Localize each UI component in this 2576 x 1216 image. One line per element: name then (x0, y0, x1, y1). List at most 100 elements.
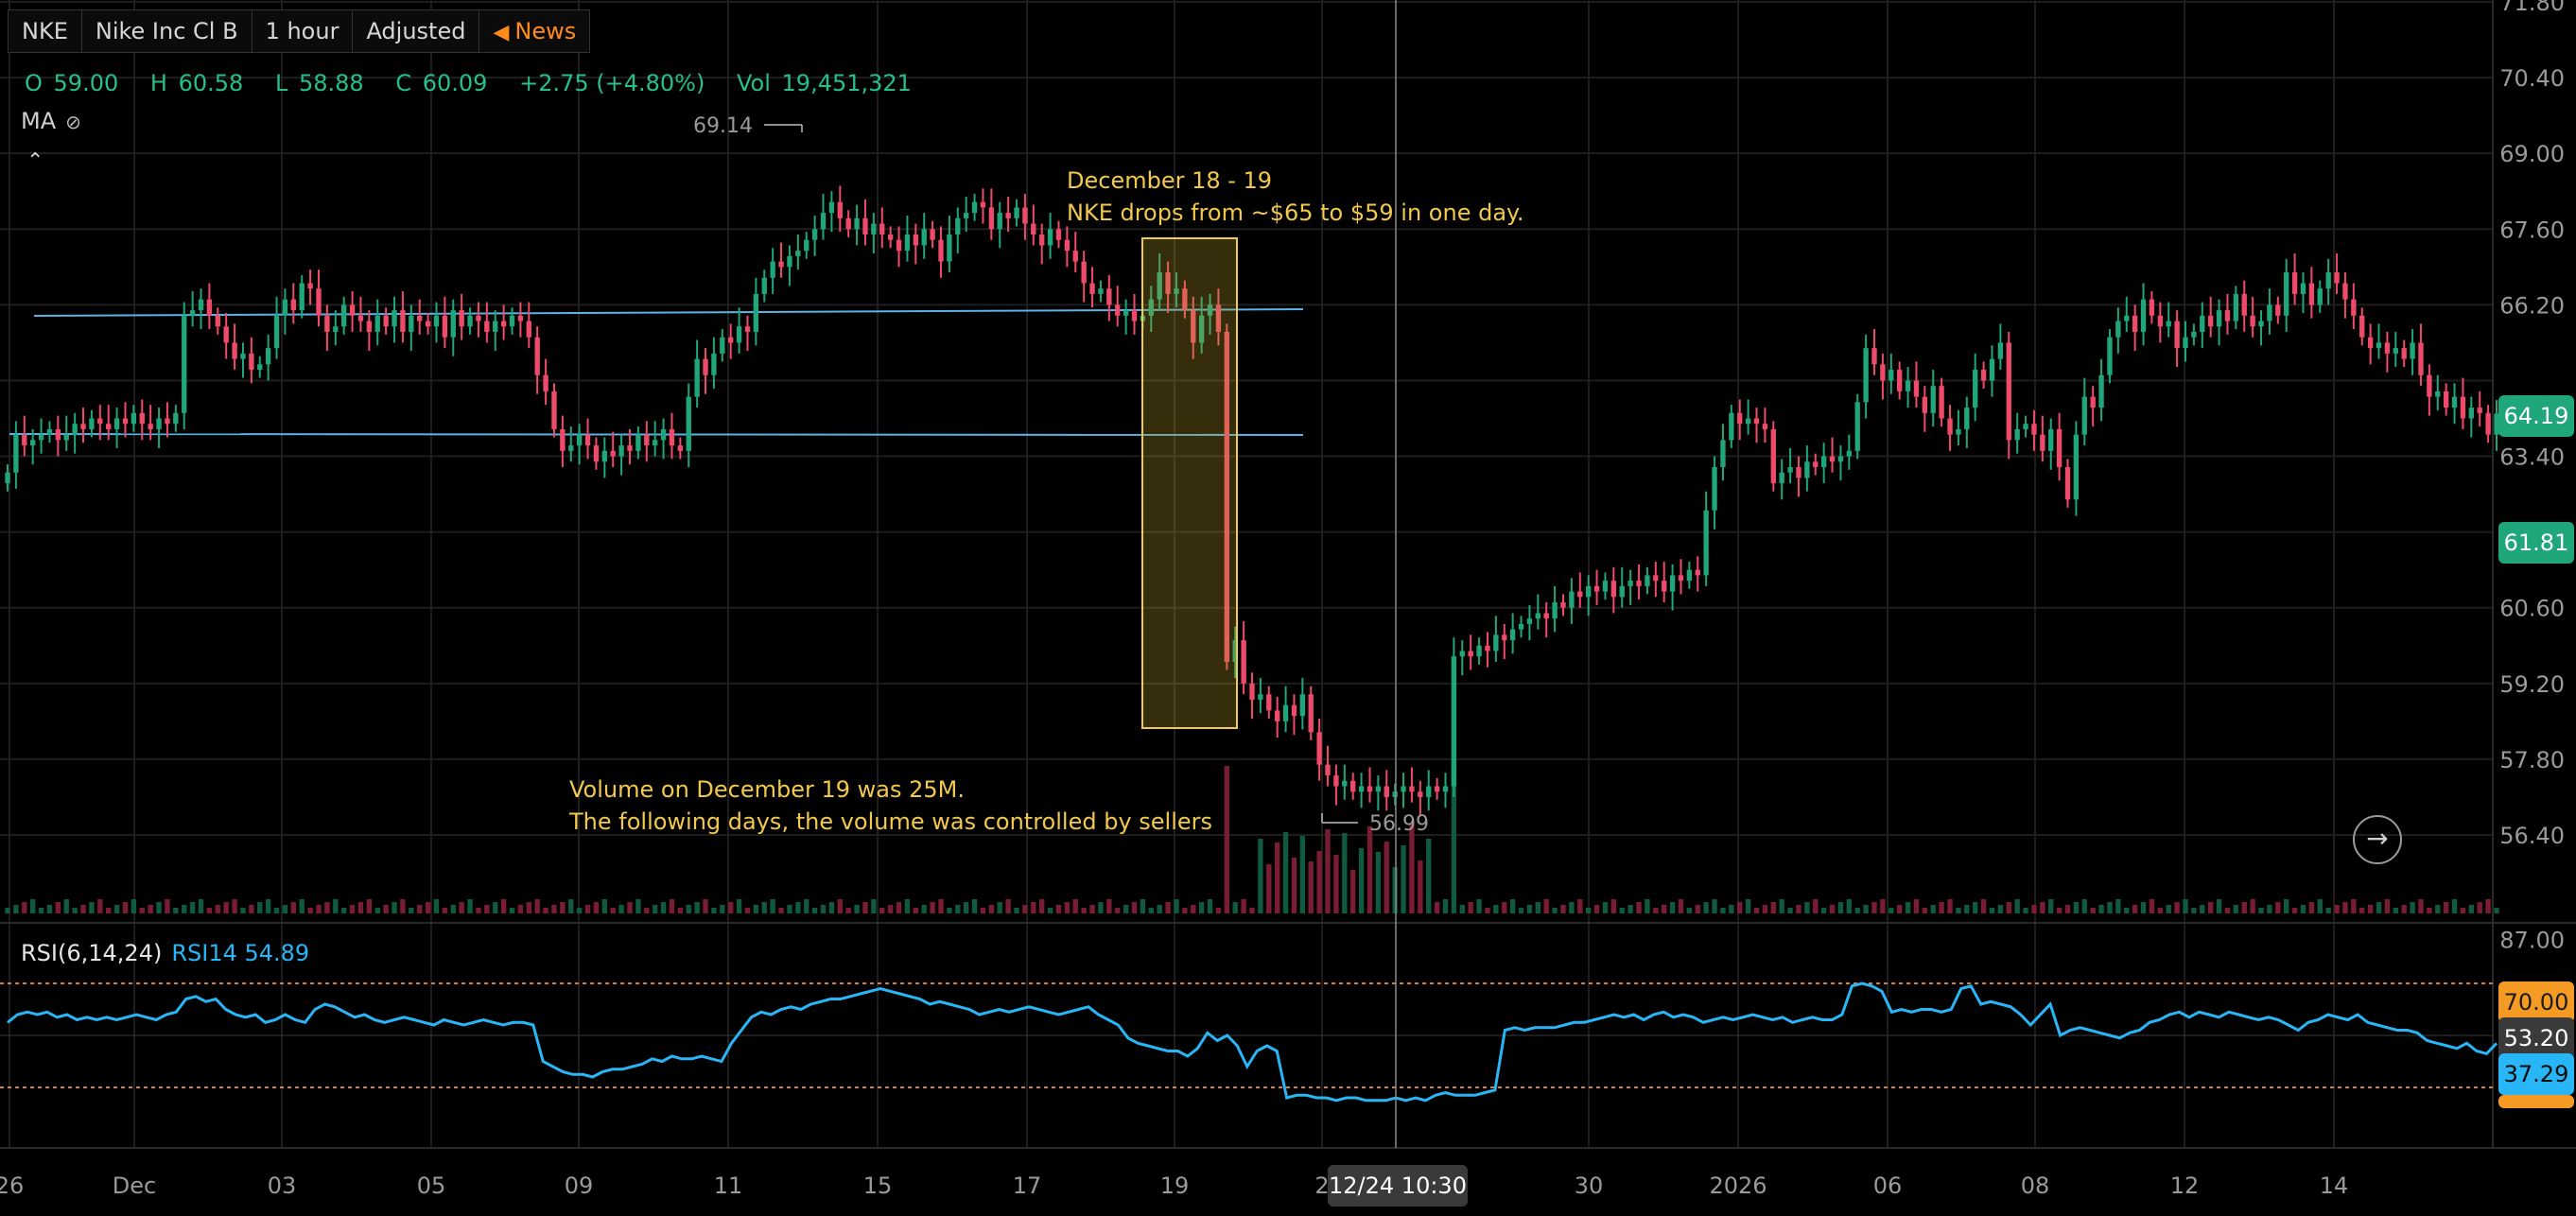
volume-bar (1796, 905, 1801, 913)
volume-bar (1426, 839, 1432, 913)
candle-body (232, 342, 237, 359)
ma-indicator-label[interactable]: MA ⊘ (21, 108, 81, 134)
volume-bar (1207, 899, 1213, 913)
volume-bar (728, 902, 734, 913)
candle-body (1459, 651, 1465, 657)
candle-body (1241, 640, 1246, 684)
volume-bar (1720, 908, 1726, 913)
interval-selector[interactable]: 1 hour (252, 10, 354, 52)
volume-bar (433, 899, 440, 913)
caret-up-icon[interactable]: ⌃ (26, 149, 44, 173)
volume-bar (409, 908, 414, 913)
eye-off-icon[interactable]: ⊘ (65, 111, 81, 133)
candle-body (2485, 412, 2491, 435)
candle-body (1366, 786, 1373, 792)
candle-body (904, 234, 911, 252)
candle-body (1552, 602, 1558, 619)
price-axis-label: 70.40 (2499, 65, 2565, 92)
volume-bar (383, 905, 389, 913)
volume-bar (215, 905, 220, 913)
rsi-indicator-label[interactable]: RSI(6,14,24) RSI14 54.89 (21, 940, 309, 966)
candle-body (2300, 283, 2306, 294)
candle-body (459, 310, 464, 327)
time-axis-label: 08 (2021, 1173, 2050, 1199)
volume-bar (988, 905, 995, 913)
candle-body (627, 445, 633, 451)
candle-body (551, 391, 557, 429)
candle-body (1426, 786, 1432, 797)
candle-body (425, 321, 431, 327)
volume-bar (1451, 766, 1457, 913)
volume-bar (610, 908, 616, 913)
volume-bar (257, 902, 263, 913)
volume-bar (2056, 908, 2063, 913)
candle-body (568, 445, 574, 451)
volume-bar (584, 905, 591, 913)
candle-body (1745, 418, 1751, 425)
candle-body (1232, 640, 1238, 662)
candle-body (1342, 780, 1348, 787)
volume-bar (1770, 902, 1776, 913)
candle-body (1678, 575, 1684, 582)
overlays: 69.14 56.99 (693, 0, 1429, 1148)
volume-bar (887, 905, 894, 913)
volume-bar (921, 905, 927, 913)
volume-bar (1662, 905, 1667, 913)
volume-bar (2325, 908, 2331, 913)
candle-body (2241, 293, 2247, 316)
symbol-ticker[interactable]: NKE (9, 10, 82, 52)
candle-body (2107, 337, 2113, 375)
volume-bar (677, 908, 684, 913)
volume-bar (1518, 908, 1524, 913)
candle-body (854, 217, 860, 230)
volume-bar (694, 902, 700, 913)
candle-body (837, 201, 843, 218)
candle-body (517, 315, 524, 321)
volume-bar (930, 902, 935, 913)
volume-bar (1577, 899, 1583, 913)
volume-bar (2342, 902, 2348, 913)
adjustment-selector[interactable]: Adjusted (353, 10, 480, 52)
volume-bar (2291, 908, 2298, 913)
volume-bar (1325, 829, 1331, 913)
volume-bar (1241, 899, 1246, 913)
candle-body (2115, 321, 2121, 338)
candle-body (1980, 370, 1987, 381)
news-button[interactable]: ◀ News (479, 10, 589, 52)
candle-body (1770, 428, 1776, 484)
candle-body (2140, 299, 2147, 332)
candle-body (1198, 315, 1205, 343)
volume-bar (811, 908, 818, 913)
crosshair-time-tag: 12/24 10:30 (1328, 1165, 1468, 1207)
volume-bar (1459, 905, 1465, 913)
arrow-right-circle-icon[interactable]: → (2353, 815, 2402, 864)
candle-body (913, 234, 918, 246)
volume-bar (1980, 899, 1987, 913)
candle-body (736, 326, 742, 343)
volume-bar (509, 908, 515, 913)
volume-bar (131, 899, 137, 913)
candle-body (2216, 310, 2222, 327)
volume-bar (828, 902, 835, 913)
candle-body (113, 418, 120, 429)
drop-annotation-text: NKE drops from ~$65 to $59 in one day. (1067, 200, 1524, 226)
volume-bar (526, 902, 531, 913)
volume-bar (770, 899, 775, 913)
candle-body (106, 424, 112, 429)
candle-body (366, 321, 373, 332)
candle-body (2376, 342, 2382, 349)
horizontal-lines (9, 308, 1304, 436)
candle-body (1829, 456, 1836, 462)
volume-bar (1299, 836, 1306, 913)
candle-body (1468, 651, 1473, 657)
volume-annotation-line1: Volume on December 19 was 25M. (569, 776, 966, 803)
candle-body (1409, 786, 1415, 792)
candle-body (2200, 315, 2205, 332)
candle-body (1737, 412, 1743, 425)
candle-body (273, 315, 280, 349)
candle-body (13, 434, 19, 473)
time-axis-label: 12 (2170, 1173, 2200, 1199)
volume-bar (1552, 908, 1558, 913)
ohlc-o-label: O (25, 70, 43, 96)
